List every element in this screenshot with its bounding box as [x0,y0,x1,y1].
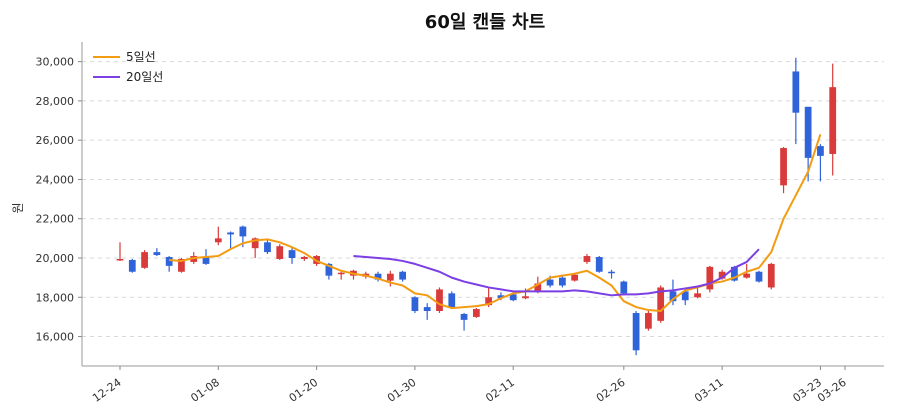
y-axis-label: 원 [11,202,25,213]
candle-body-up [276,246,284,259]
candle-body-down [399,271,407,280]
candle-body-down [227,232,234,235]
candle-body-up [178,258,185,272]
candle-body-up [645,312,652,329]
candle-body-down [804,106,812,158]
candle-body-down [595,257,603,272]
candle-body-down [681,291,689,301]
candle-body-down [325,263,333,276]
x-tick-label: 12-24 [90,376,124,405]
candle-body-down [608,271,615,274]
x-tick-label: 03-26 [815,376,849,405]
candle-body-down [669,291,677,302]
candle-body-down [423,307,431,312]
y-tick-label: 16,000 [36,331,75,344]
grid-lines [82,61,884,338]
candle-body-up [300,257,308,259]
x-tick-label: 01-08 [188,376,222,405]
y-tick-label: 24,000 [36,173,75,186]
candle-body-down [288,250,296,258]
candle-body-up [743,273,751,278]
candle-body-up [829,87,837,154]
candle-body-down [411,297,419,312]
candle-body-up [571,274,579,281]
x-tick-label: 02-11 [483,376,517,405]
candles-layer [116,57,837,356]
candle-body-up [767,263,775,288]
candle-body-up [436,289,443,312]
moving-average-lines [169,133,822,313]
candle-body-down [731,266,738,281]
candle-body-up [214,238,222,243]
y-tick-label: 28,000 [36,95,75,108]
candle-body-up [583,256,591,262]
candle-body-down [755,271,763,282]
candle-body-up [116,258,124,261]
y-tick-label: 20,000 [36,252,75,265]
candle-body-up [694,293,701,298]
candle-body-down [817,146,824,156]
candle-body-down [460,313,468,320]
candle-body-down [497,295,505,299]
candle-body-up [337,272,345,275]
y-tick-label: 26,000 [36,134,75,147]
candle-body-down [558,277,566,286]
candle-body-up [718,271,726,279]
x-tick-label: 01-30 [385,376,419,405]
candle-body-up [485,297,493,306]
legend-label-ma20: 20일선 [126,70,163,84]
legend: 5일선 20일선 [93,50,163,84]
legend-label-ma5: 5일선 [126,50,156,64]
candle-body-up [780,148,787,186]
candle-body-up [657,287,665,321]
candle-body-down [374,273,382,280]
candle-body-up [534,283,542,292]
x-tick-label: 03-11 [692,376,726,405]
candle-body-down [509,294,517,301]
candle-body-down [128,259,136,272]
y-tick-label: 22,000 [36,213,75,226]
candle-body-up [386,273,394,281]
axes: 16,000 18,000 20,000 22,000 24,000 26,000 28,0… [36,42,884,405]
candle-body-up [251,238,259,249]
x-tick-label: 02-26 [594,376,628,405]
candle-body-down [546,279,554,286]
candle-body-down [153,252,161,256]
y-tick-label: 30,000 [36,56,75,69]
candle-body-up [472,309,480,317]
ma5-line [169,133,822,313]
ma20-line [353,248,760,297]
candle-body-up [706,266,714,290]
candle-body-down [264,242,271,253]
candle-body-up [522,296,529,299]
candle-body-down [620,281,628,294]
candle-body-down [202,257,210,264]
candle-body-down [632,312,640,351]
x-tick-label: 01-20 [287,376,321,405]
candle-body-down [448,293,456,308]
candle-body-down [792,71,800,113]
y-tick-label: 18,000 [36,291,75,304]
candle-body-down [239,226,247,237]
candle-body-down [165,257,173,266]
chart-title: 60일 캔들 차트 [425,12,545,33]
candle-body-up [141,252,148,268]
